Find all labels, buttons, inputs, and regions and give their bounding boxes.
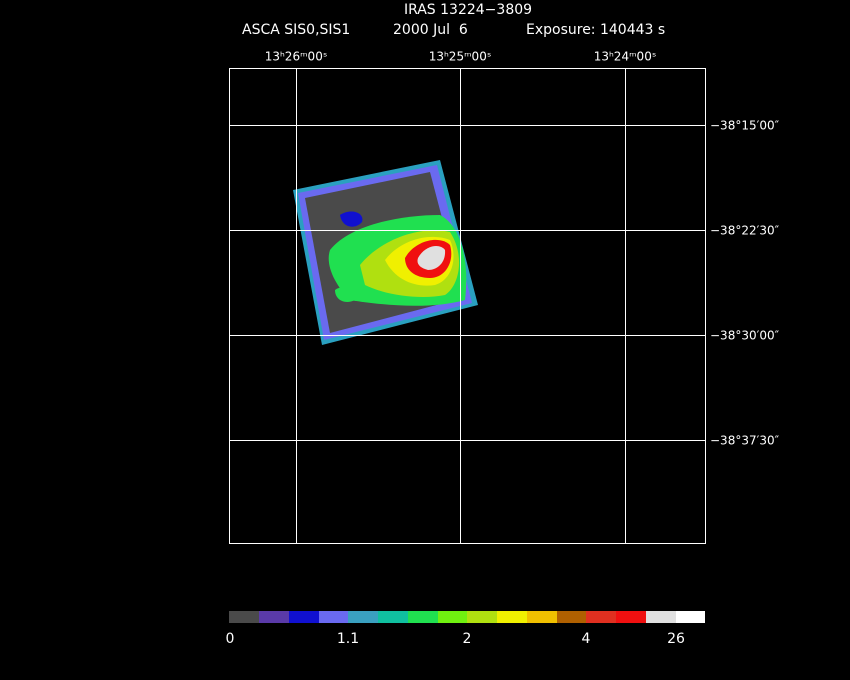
colorbar-swatch	[557, 611, 586, 623]
colorbar-swatch	[676, 611, 705, 623]
colorbar-label: 4	[582, 631, 591, 647]
colorbar	[229, 611, 705, 623]
colorbar-label: 26	[667, 631, 685, 647]
colorbar-swatch	[438, 611, 467, 623]
colorbar-swatch	[378, 611, 408, 623]
colorbar-swatch	[646, 611, 676, 623]
colorbar-swatch	[408, 611, 438, 623]
colorbar-label: 1.1	[337, 631, 359, 647]
dec-label: −38°22′30″	[710, 224, 780, 238]
dec-label: −38°15′00″	[710, 119, 780, 133]
colorbar-label: 2	[463, 631, 472, 647]
date: 2000 Jul 6	[393, 22, 468, 38]
colorbar-swatch	[289, 611, 319, 623]
emission-spot	[335, 287, 356, 302]
ra-label: 13ʰ24ᵐ00ˢ	[594, 50, 657, 64]
colorbar-swatch	[616, 611, 646, 623]
title: IRAS 13224−3809	[404, 2, 532, 18]
colorbar-swatch	[319, 611, 348, 623]
emission-spot	[340, 211, 363, 227]
dec-label: −38°30′00″	[710, 329, 780, 343]
colorbar-swatch	[497, 611, 527, 623]
ra-label: 13ʰ26ᵐ00ˢ	[265, 50, 328, 64]
coordinate-grid	[229, 68, 706, 544]
colorbar-swatch	[527, 611, 557, 623]
colorbar-swatch	[586, 611, 616, 623]
colorbar-swatch	[348, 611, 378, 623]
instrument: ASCA SIS0,SIS1	[242, 22, 350, 38]
xray-image	[293, 160, 478, 345]
exposure: Exposure: 140443 s	[526, 22, 665, 38]
dec-label: −38°37′30″	[710, 434, 780, 448]
colorbar-swatch	[259, 611, 289, 623]
colorbar-swatch	[229, 611, 259, 623]
colorbar-swatch	[467, 611, 497, 623]
ra-label: 13ʰ25ᵐ00ˢ	[429, 50, 492, 64]
emission-core	[417, 246, 446, 270]
colorbar-label: 0	[226, 631, 235, 647]
frame	[229, 68, 706, 544]
